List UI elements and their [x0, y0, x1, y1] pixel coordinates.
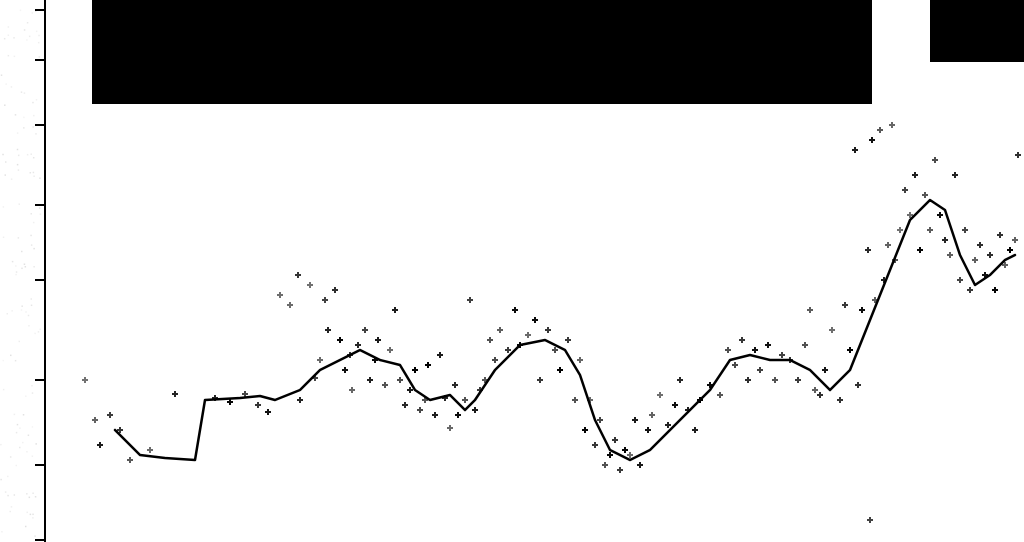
black-mask: [92, 0, 872, 104]
time-series-chart: [0, 0, 1024, 542]
black-mask: [930, 0, 1024, 62]
chart-container: [0, 0, 1024, 542]
